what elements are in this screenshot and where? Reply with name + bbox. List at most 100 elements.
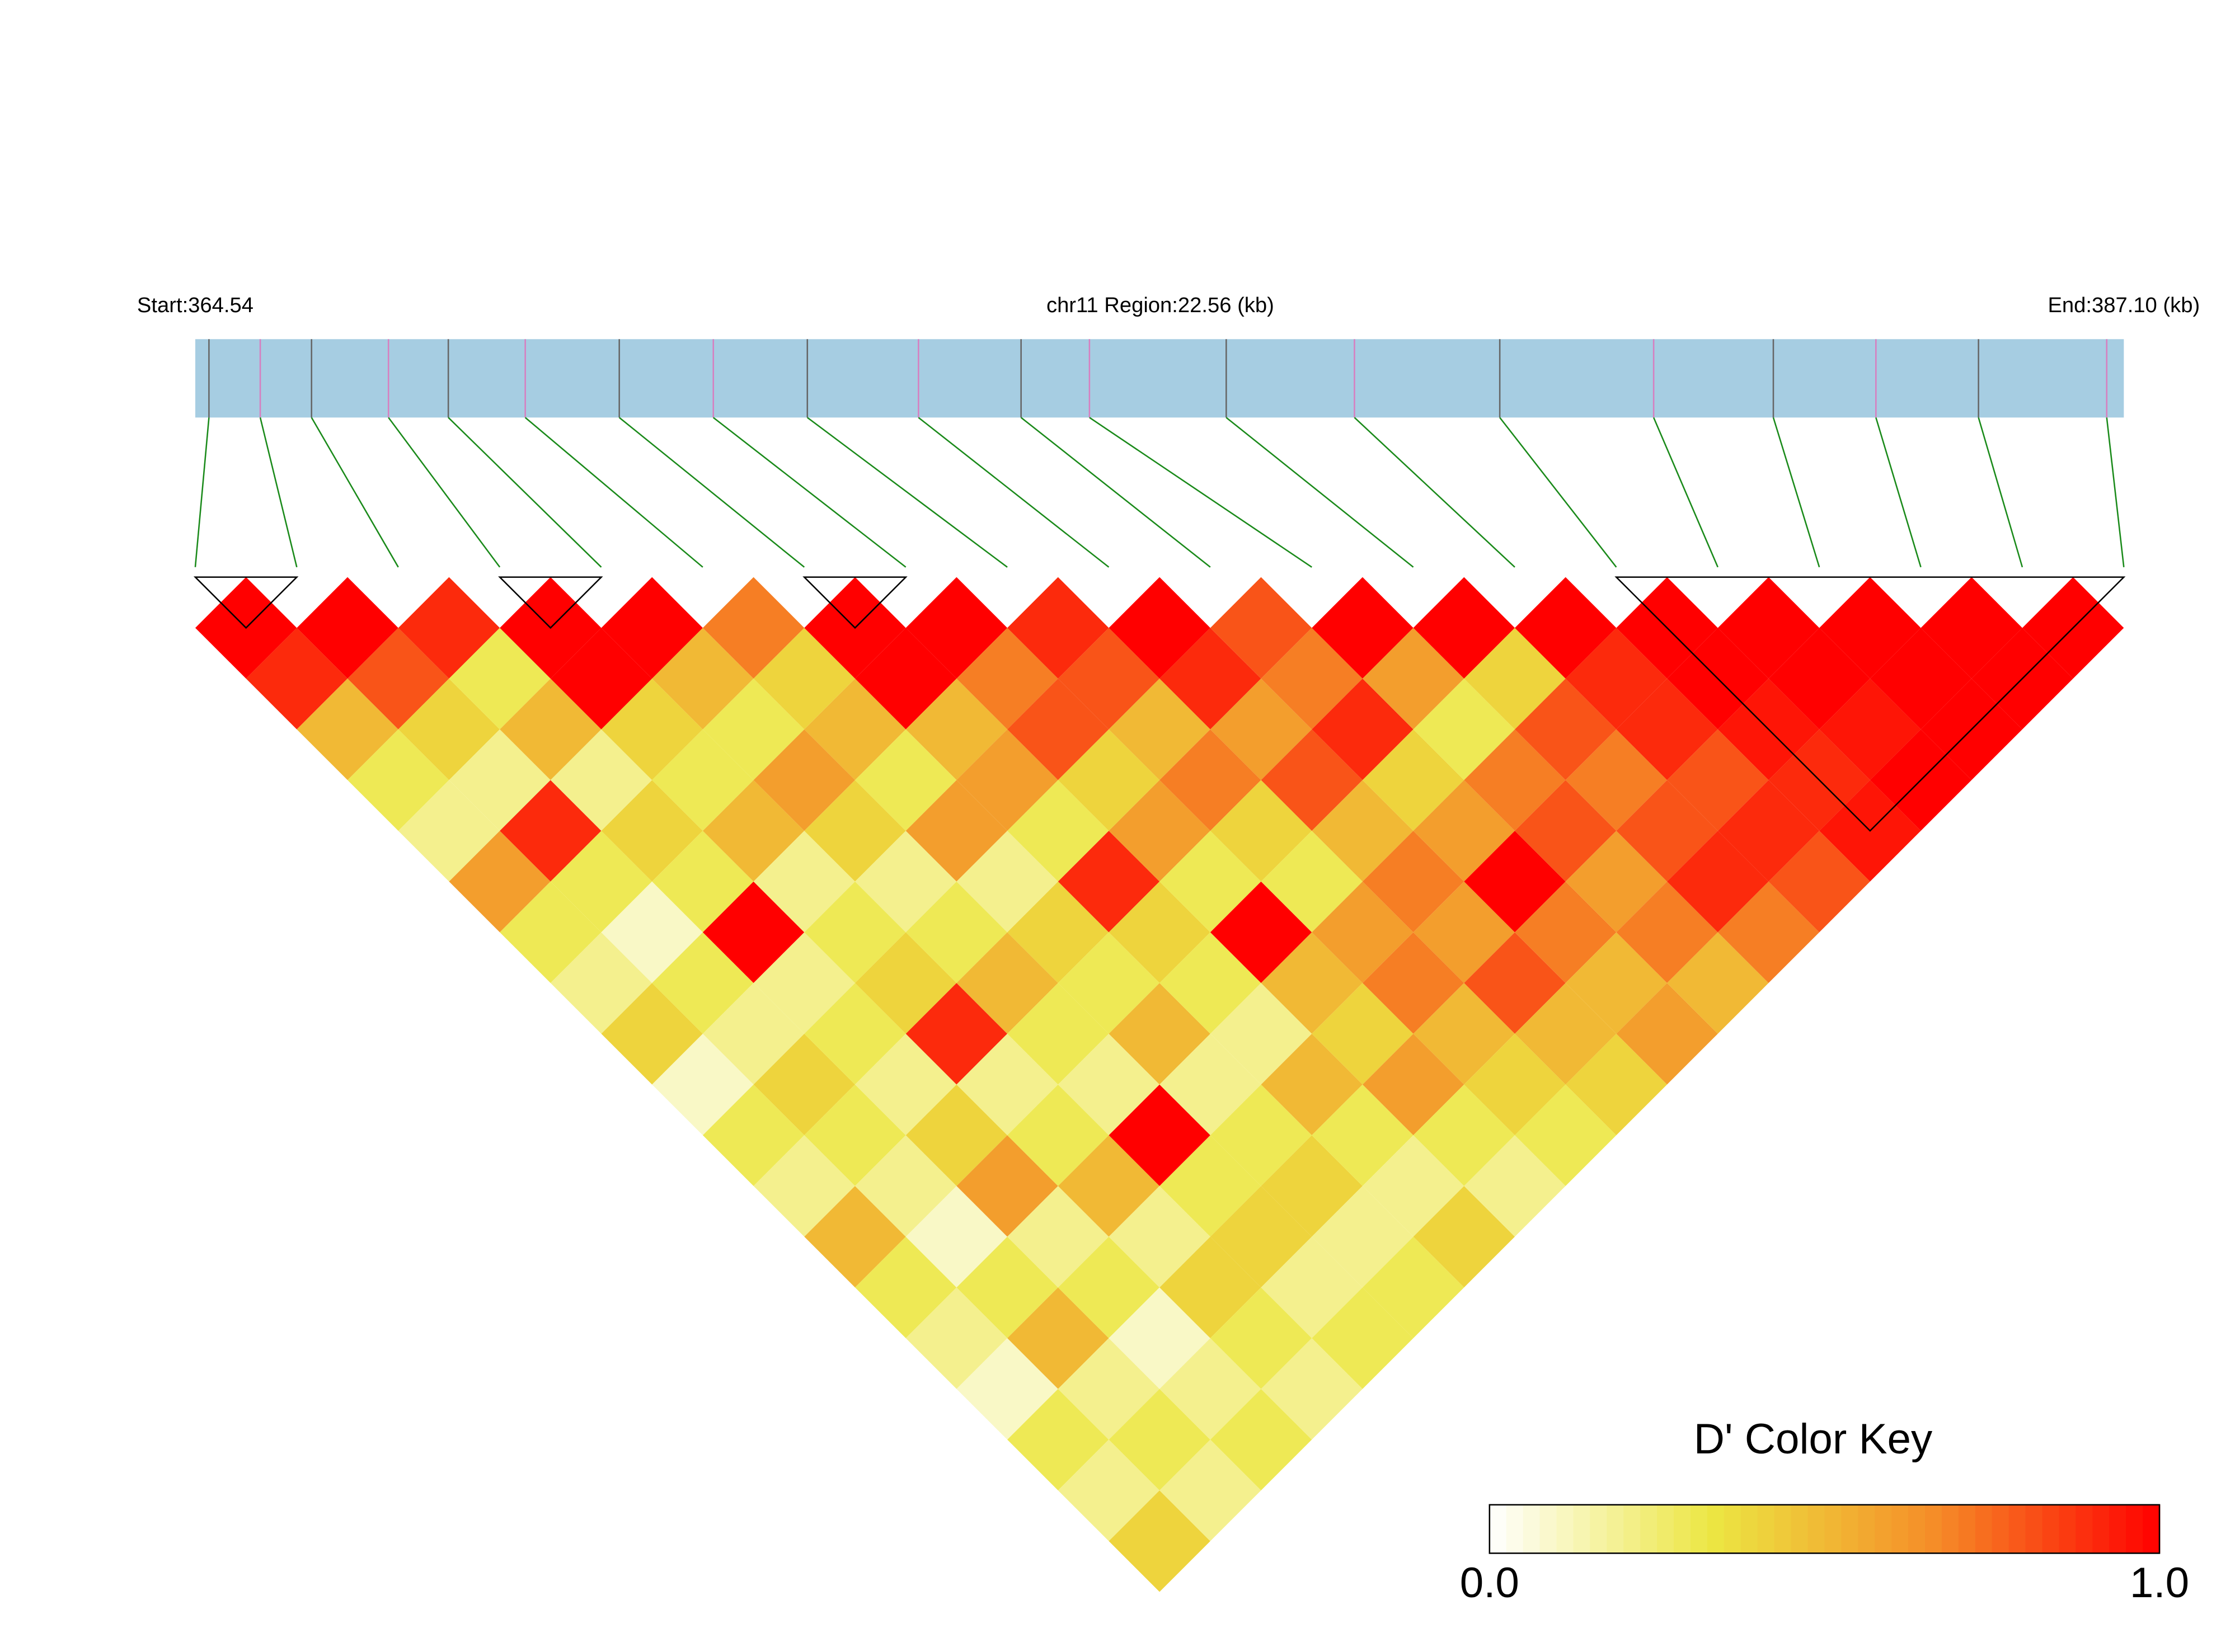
- gene-track: [195, 339, 2124, 418]
- key-swatch: [1824, 1504, 1842, 1554]
- key-swatch: [1707, 1504, 1725, 1554]
- ld-cell: [905, 679, 1008, 780]
- ld-cell: [854, 628, 957, 729]
- key-swatch: [1523, 1504, 1541, 1554]
- ld-cell: [702, 983, 805, 1085]
- snp-connector: [1652, 417, 1718, 568]
- snp-connector: [259, 417, 298, 568]
- snp-connector: [1772, 417, 1820, 568]
- ld-cell: [1464, 628, 1566, 729]
- chart-title: chr11 Region:22.56 (kb): [1046, 293, 1274, 317]
- ld-cell: [601, 983, 703, 1085]
- key-swatch: [1657, 1504, 1675, 1554]
- key-swatch: [1590, 1504, 1608, 1554]
- ld-cell: [905, 881, 1008, 983]
- key-title: D' Color Key: [1694, 1415, 1933, 1463]
- ld-cell: [804, 679, 906, 780]
- key-swatch: [1640, 1504, 1658, 1554]
- ld-block: [498, 576, 603, 629]
- snp-connector: [388, 417, 501, 568]
- ld-cell: [702, 679, 805, 780]
- start-label: Start:364.54: [137, 293, 253, 317]
- ld-cell: [1007, 1389, 1109, 1491]
- key-swatch: [1556, 1504, 1574, 1554]
- ld-cell: [1464, 932, 1566, 1034]
- ld-cell: [1312, 577, 1414, 679]
- ld-cell: [1616, 983, 1718, 1085]
- key-swatch: [1975, 1504, 1993, 1554]
- snp-connector: [194, 417, 210, 567]
- key-swatch: [2109, 1504, 2127, 1554]
- ld-cell: [702, 881, 805, 983]
- ld-cell: [1058, 1439, 1160, 1541]
- key-swatch: [1958, 1504, 1976, 1554]
- key-swatch: [1858, 1504, 1876, 1554]
- ld-cell: [1413, 983, 1515, 1085]
- ld-cell: [601, 780, 703, 882]
- snp-connector: [1875, 417, 1922, 568]
- ld-cell: [1007, 679, 1109, 780]
- ld-cell: [1312, 780, 1414, 882]
- ld-cell: [905, 983, 1008, 1085]
- ld-cell: [652, 729, 754, 831]
- ld-cell: [956, 1033, 1058, 1136]
- ld-cell: [500, 881, 602, 983]
- ld-cell: [1667, 932, 1769, 1034]
- ld-cell: [449, 628, 551, 729]
- key-swatch: [1757, 1504, 1775, 1554]
- ld-cell: [550, 932, 652, 1034]
- snp-connector: [1226, 417, 1414, 568]
- ld-cell: [1261, 628, 1363, 729]
- key-swatch: [1539, 1504, 1557, 1554]
- ld-cell: [1413, 679, 1515, 780]
- key-swatch: [1489, 1504, 1508, 1554]
- ld-cell: [753, 1033, 855, 1136]
- ld-cell: [1007, 1185, 1109, 1288]
- ld-cell: [905, 780, 1008, 882]
- key-swatch: [1740, 1504, 1758, 1554]
- ld-cell: [1819, 679, 1921, 780]
- key-swatch: [2059, 1504, 2077, 1554]
- ld-cell: [1464, 729, 1566, 831]
- ld-cell: [652, 628, 754, 729]
- key-swatch: [1875, 1504, 1893, 1554]
- end-label: End:387.10 (kb): [2048, 293, 2200, 317]
- key-swatch: [2042, 1504, 2060, 1554]
- key-swatch: [1841, 1504, 1859, 1554]
- snp-connector: [1499, 417, 1617, 568]
- ld-cell: [702, 577, 805, 679]
- key-swatch: [2092, 1504, 2110, 1554]
- ld-cell: [652, 932, 754, 1034]
- ld-cell: [1007, 780, 1109, 882]
- ld-cell: [1870, 628, 1972, 729]
- key-swatch: [1623, 1504, 1641, 1554]
- snp-connector: [2106, 417, 2125, 567]
- ld-cell: [1058, 1135, 1160, 1237]
- key-tick-label: 1.0: [2130, 1559, 2189, 1607]
- ld-cell: [1667, 729, 1769, 831]
- ld-cell: [702, 780, 805, 882]
- ld-cell: [1210, 780, 1312, 882]
- key-swatch: [1607, 1504, 1624, 1554]
- ld-block: [802, 576, 908, 629]
- snp-connector: [1089, 417, 1312, 568]
- key-swatch: [1774, 1504, 1792, 1554]
- snp-connector: [1354, 417, 1515, 568]
- key-swatch: [2076, 1504, 2093, 1554]
- ld-cell: [1768, 628, 1870, 729]
- ld-block: [193, 576, 299, 629]
- ld-cell: [1007, 983, 1109, 1085]
- key-frame: [1489, 1504, 2161, 1554]
- ld-cell: [652, 831, 754, 933]
- ld-cell: [753, 729, 855, 831]
- ld-cell: [500, 780, 602, 882]
- ld-cell: [905, 1185, 1008, 1288]
- key-swatch: [1807, 1504, 1825, 1554]
- ld-cell: [398, 780, 500, 882]
- ld-cell: [1007, 881, 1109, 983]
- ld-block: [1614, 576, 2126, 832]
- key-swatch: [1891, 1504, 1909, 1554]
- ld-cell: [348, 729, 449, 831]
- snp-connector: [918, 417, 1110, 568]
- ld-cell: [753, 628, 855, 729]
